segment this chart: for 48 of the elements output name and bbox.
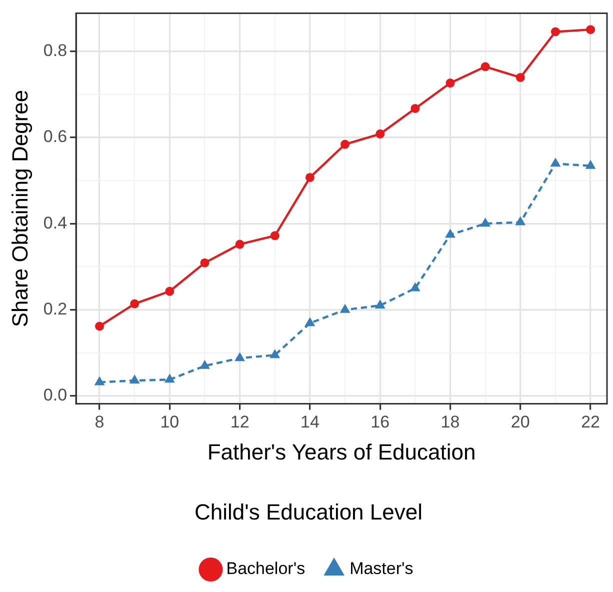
- x-tick-label: 22: [581, 412, 600, 432]
- x-tick-label: 14: [300, 412, 320, 432]
- legend-title: Child's Education Level: [194, 500, 423, 525]
- x-tick-label: 20: [510, 412, 530, 432]
- legend-label: Bachelor's: [226, 559, 306, 578]
- y-tick-label: 0.0: [43, 386, 68, 405]
- x-tick-label: 10: [160, 412, 180, 432]
- point: [585, 160, 596, 169]
- point: [374, 300, 386, 309]
- y-tick-label: 0.4: [43, 213, 68, 232]
- x-tick-label: 12: [230, 412, 250, 432]
- point: [515, 216, 526, 226]
- point: [235, 240, 244, 249]
- point: [270, 349, 280, 358]
- point: [164, 374, 175, 383]
- point: [550, 27, 560, 36]
- point: [410, 282, 420, 292]
- y-tick-label: 0.6: [43, 127, 68, 146]
- point: [445, 228, 456, 238]
- point: [304, 317, 316, 326]
- point: [130, 299, 140, 308]
- point: [516, 72, 525, 82]
- point: [340, 140, 350, 149]
- point: [234, 352, 246, 362]
- point: [376, 129, 385, 138]
- x-tick-label: 18: [440, 412, 460, 432]
- legend-label: Master's: [350, 559, 414, 578]
- point: [165, 286, 174, 296]
- point: [446, 78, 455, 88]
- point: [550, 158, 561, 167]
- point: [586, 25, 596, 34]
- point: [410, 104, 420, 113]
- point: [480, 218, 490, 227]
- point: [200, 258, 210, 268]
- point: [129, 374, 140, 384]
- x-axis-title: Father's Years of Education: [207, 439, 476, 464]
- y-tick-label: 0.8: [43, 40, 68, 60]
- x-tick-label: 8: [94, 412, 104, 432]
- point: [94, 376, 105, 386]
- y-axis-title: Share Obtaining Degree: [7, 90, 32, 328]
- point: [305, 172, 314, 182]
- point: [95, 322, 104, 331]
- y-tick-label: 0.2: [43, 300, 68, 318]
- point: [270, 231, 280, 240]
- x-tick-label: 16: [370, 412, 390, 432]
- point: [200, 360, 210, 369]
- point: [340, 304, 350, 313]
- point: [480, 62, 490, 72]
